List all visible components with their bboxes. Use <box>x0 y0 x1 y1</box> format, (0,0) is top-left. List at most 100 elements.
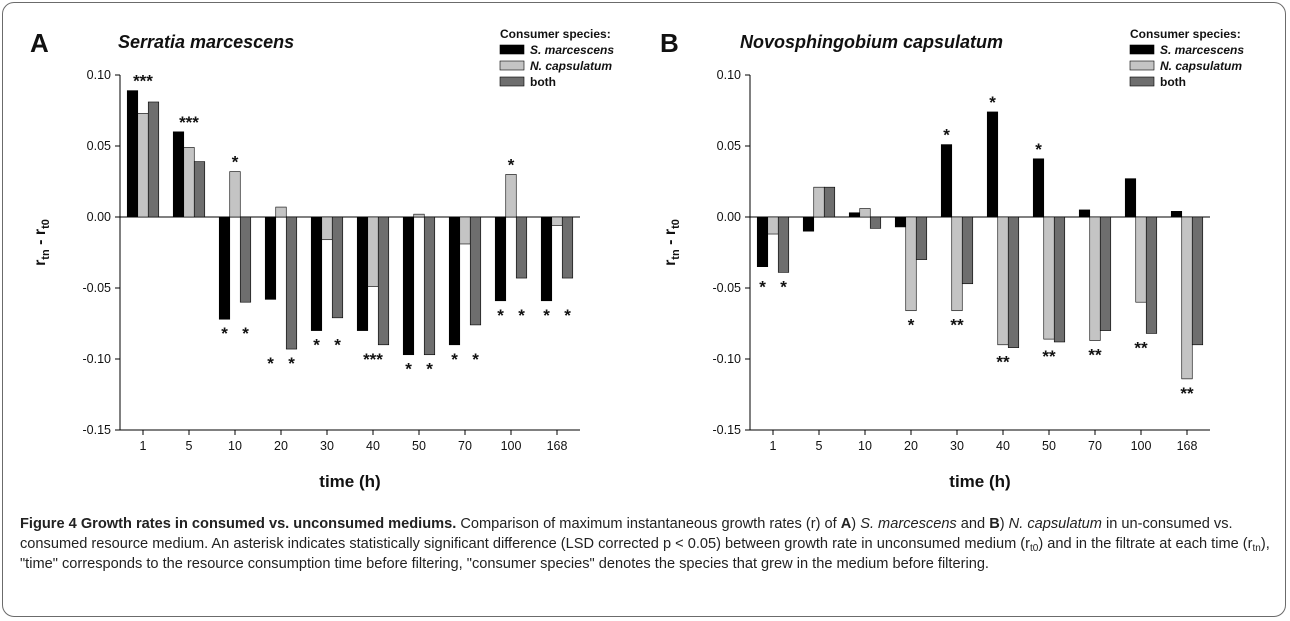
bar <box>1191 216 1204 346</box>
figure-charts: A Serratia marcescens 0.10 0.05 0.00 -0.05 -0.… <box>30 27 1244 491</box>
bar <box>402 216 415 356</box>
bar <box>147 101 160 218</box>
significance-asterisk: ** <box>996 353 1010 372</box>
caption-species-2: N. capsulatum <box>1008 516 1102 532</box>
legend-label: both <box>1160 75 1186 89</box>
caption-text-3: and <box>956 516 990 532</box>
bar <box>321 216 333 241</box>
caption-panel-b: B <box>989 516 1000 532</box>
legend-label: S. marcescens <box>530 43 614 57</box>
bar <box>264 216 277 300</box>
significance-asterisk: * <box>242 324 249 343</box>
bar <box>377 216 390 346</box>
bar <box>1032 158 1045 218</box>
bar <box>1053 216 1066 343</box>
bar <box>126 90 139 218</box>
y-axis-label: rtn - rt0 <box>32 219 52 266</box>
bar <box>494 216 507 302</box>
significance-asterisk: * <box>518 306 525 325</box>
bar <box>1124 178 1137 218</box>
bar <box>1089 216 1101 341</box>
chart-panel-a: A Serratia marcescens 0.10 0.05 0.00 -0.05 -0.… <box>30 27 614 491</box>
x-tick-label: 10 <box>858 439 872 453</box>
figure-caption: Figure 4 Growth rates in consumed vs. un… <box>20 514 1275 574</box>
bar <box>1181 216 1193 380</box>
bar <box>310 216 323 331</box>
significance-asterisk: *** <box>179 113 199 132</box>
legend-label: N. capsulatum <box>1160 59 1242 73</box>
y-tick-label: -0.05 <box>713 281 742 295</box>
bar <box>1078 209 1091 218</box>
significance-asterisk: * <box>313 336 320 355</box>
y-tick-label: -0.10 <box>83 352 112 366</box>
significance-asterisk: ** <box>1134 338 1148 357</box>
legend-swatch <box>1129 44 1155 55</box>
y-tick-label: 0.00 <box>87 210 111 224</box>
bar <box>367 216 379 287</box>
y-tick-label: -0.05 <box>83 281 112 295</box>
panel-label: A <box>30 28 49 58</box>
bar <box>469 216 482 326</box>
significance-asterisk: * <box>267 354 274 373</box>
caption-text-6: ) and in the filtrate at each time (r <box>1038 536 1253 552</box>
bar <box>423 216 436 356</box>
bar <box>183 147 195 218</box>
bar <box>777 216 790 273</box>
x-tick-label: 50 <box>1042 439 1056 453</box>
bar <box>356 216 369 331</box>
bar <box>239 216 252 303</box>
chart-title: Serratia marcescens <box>118 32 294 52</box>
chart-panel-b: B Novosphingobium capsulatum 0.10 0.05 0.00 -… <box>660 27 1244 491</box>
bar <box>905 216 917 312</box>
y-tick-label: -0.15 <box>83 423 112 437</box>
significance-asterisk: * <box>497 306 504 325</box>
bar <box>229 171 241 218</box>
bar <box>172 131 185 218</box>
significance-asterisk: * <box>221 324 228 343</box>
significance-asterisk: * <box>780 277 787 296</box>
significance-asterisk: * <box>908 316 915 335</box>
caption-text-1: Comparison of maximum instantaneous grow… <box>456 516 841 532</box>
significance-asterisk: ** <box>950 316 964 335</box>
x-tick-label: 1 <box>770 439 777 453</box>
bar <box>997 216 1009 346</box>
bar <box>1170 211 1183 218</box>
x-tick-label: 70 <box>1088 439 1102 453</box>
x-axis-label: time (h) <box>949 472 1010 491</box>
bar <box>823 186 836 218</box>
bar <box>561 216 574 279</box>
bar <box>1099 216 1112 331</box>
y-tick-label: 0.10 <box>87 68 111 82</box>
significance-asterisk: * <box>405 360 412 379</box>
legend-swatch <box>499 60 525 71</box>
bar <box>961 216 974 285</box>
significance-asterisk: *** <box>133 72 153 91</box>
bar <box>137 113 149 218</box>
bar <box>331 216 344 319</box>
x-tick-label: 50 <box>412 439 426 453</box>
x-tick-label: 10 <box>228 439 242 453</box>
caption-sub-tn: tn <box>1252 543 1261 554</box>
panel-label: B <box>660 28 679 58</box>
significance-asterisk: *** <box>363 350 383 369</box>
significance-asterisk: ** <box>1088 346 1102 365</box>
significance-asterisk: ** <box>1042 347 1056 366</box>
significance-asterisk: * <box>334 336 341 355</box>
significance-asterisk: * <box>989 93 996 112</box>
significance-asterisk: * <box>1035 140 1042 159</box>
significance-asterisk: * <box>426 360 433 379</box>
bar <box>986 111 999 218</box>
legend-label: N. capsulatum <box>530 59 612 73</box>
bar <box>275 206 287 218</box>
caption-text-7: ), "time" corresponds to the resource co… <box>20 536 1270 572</box>
x-tick-label: 30 <box>320 439 334 453</box>
y-tick-label: 0.05 <box>87 139 111 153</box>
caption-text-2: ) <box>851 516 861 532</box>
bar <box>551 216 563 226</box>
x-tick-label: 70 <box>458 439 472 453</box>
bar <box>940 144 953 218</box>
significance-asterisk: * <box>564 306 571 325</box>
bar <box>859 208 871 218</box>
legend-swatch <box>499 44 525 55</box>
